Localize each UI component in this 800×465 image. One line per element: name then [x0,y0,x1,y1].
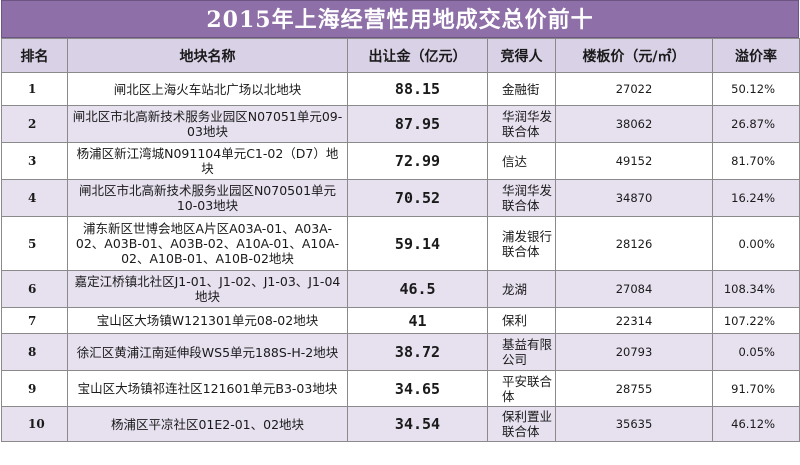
land-name-cell: 闸北区上海火车站北广场以北地块 [67,72,348,106]
rank-cell: 9 [1,370,68,407]
price-cell: 34.54 [347,406,488,442]
rank-cell: 2 [1,105,68,143]
winner-cell: 平安联合体 [487,370,556,407]
price-cell: 41 [347,307,488,334]
header-name: 地块名称 [67,38,348,73]
table-row: 4 闸北区市北高新技术服务业园区N070501单元10-03地块 70.52 华… [1,179,800,217]
floor-price-cell: 28126 [555,216,713,271]
premium-cell: 108.34% [712,270,800,308]
header-premium: 溢价率 [712,38,800,73]
table-row: 9 宝山区大场镇祁连社区121601单元B3-03地块 34.65 平安联合体 … [1,370,800,407]
land-name-cell: 闸北区市北高新技术服务业园区N07051单元09-03地块 [67,105,348,143]
header-winner: 竞得人 [487,38,556,73]
winner-cell: 保利 [487,307,556,334]
floor-price-cell: 38062 [555,105,713,143]
land-name-cell: 嘉定江桥镇北社区J1-01、J1-02、J1-03、J1-04地块 [67,270,348,308]
table-row: 10 杨浦区平凉社区01E2-01、02地块 34.54 保利置业联合体 356… [1,406,800,442]
price-cell: 88.15 [347,72,488,106]
header-row: 排名 地块名称 出让金（亿元） 竞得人 楼板价（元/㎡） 溢价率 [1,38,800,73]
price-cell: 38.72 [347,333,488,371]
table-title: 2015年上海经营性用地成交总价前十 [1,0,799,38]
price-cell: 70.52 [347,179,488,217]
floor-price-cell: 34870 [555,179,713,217]
table-row: 6 嘉定江桥镇北社区J1-01、J1-02、J1-03、J1-04地块 46.5… [1,270,800,308]
rank-cell: 7 [1,307,68,334]
land-name-cell: 宝山区大场镇祁连社区121601单元B3-03地块 [67,370,348,407]
table-row: 5 浦东新区世博会地区A片区A03A-01、A03A-02、A03B-01、A0… [1,216,800,271]
header-price: 出让金（亿元） [347,38,488,73]
land-name-cell: 杨浦区新江湾城N091104单元C1-02（D7）地块 [67,142,348,180]
premium-cell: 16.24% [712,179,800,217]
premium-cell: 81.70% [712,142,800,180]
floor-price-cell: 49152 [555,142,713,180]
price-cell: 87.95 [347,105,488,143]
table-row: 3 杨浦区新江湾城N091104单元C1-02（D7）地块 72.99 信达 4… [1,142,800,180]
premium-cell: 91.70% [712,370,800,407]
winner-cell: 华润华发联合体 [487,179,556,217]
header-floor-price: 楼板价（元/㎡） [555,38,713,73]
land-sales-table: 排名 地块名称 出让金（亿元） 竞得人 楼板价（元/㎡） 溢价率 1 闸北区上海… [1,38,800,442]
land-name-cell: 徐汇区黄浦江南延伸段WS5单元188S-H-2地块 [67,333,348,371]
land-name-cell: 宝山区大场镇W121301单元08-02地块 [67,307,348,334]
winner-cell: 浦发银行联合体 [487,216,556,271]
rank-cell: 3 [1,142,68,180]
winner-cell: 基益有限公司 [487,333,556,371]
floor-price-cell: 20793 [555,333,713,371]
rank-cell: 1 [1,72,68,106]
winner-cell: 龙湖 [487,270,556,308]
rank-cell: 5 [1,216,68,271]
rank-cell: 6 [1,270,68,308]
price-cell: 59.14 [347,216,488,271]
winner-cell: 信达 [487,142,556,180]
premium-cell: 0.00% [712,216,800,271]
floor-price-cell: 27084 [555,270,713,308]
price-cell: 46.5 [347,270,488,308]
winner-cell: 金融街 [487,72,556,106]
table-row: 7 宝山区大场镇W121301单元08-02地块 41 保利 22314 107… [1,307,800,334]
premium-cell: 107.22% [712,307,800,334]
price-cell: 72.99 [347,142,488,180]
floor-price-cell: 22314 [555,307,713,334]
table-row: 8 徐汇区黄浦江南延伸段WS5单元188S-H-2地块 38.72 基益有限公司… [1,333,800,371]
winner-cell: 保利置业联合体 [487,406,556,442]
land-name-cell: 杨浦区平凉社区01E2-01、02地块 [67,406,348,442]
rank-cell: 8 [1,333,68,371]
table-row: 1 闸北区上海火车站北广场以北地块 88.15 金融街 27022 50.12% [1,72,800,106]
floor-price-cell: 27022 [555,72,713,106]
premium-cell: 0.05% [712,333,800,371]
floor-price-cell: 28755 [555,370,713,407]
price-cell: 34.65 [347,370,488,407]
ranking-table-container: 2015年上海经营性用地成交总价前十 排名 地块名称 出让金（亿元） 竞得人 楼… [1,0,800,442]
table-row: 2 闸北区市北高新技术服务业园区N07051单元09-03地块 87.95 华润… [1,105,800,143]
premium-cell: 50.12% [712,72,800,106]
winner-cell: 华润华发联合体 [487,105,556,143]
premium-cell: 26.87% [712,105,800,143]
header-rank: 排名 [1,38,68,73]
rank-cell: 10 [1,406,68,442]
land-name-cell: 闸北区市北高新技术服务业园区N070501单元10-03地块 [67,179,348,217]
rank-cell: 4 [1,179,68,217]
floor-price-cell: 35635 [555,406,713,442]
land-name-cell: 浦东新区世博会地区A片区A03A-01、A03A-02、A03B-01、A03B… [67,216,348,271]
premium-cell: 46.12% [712,406,800,442]
